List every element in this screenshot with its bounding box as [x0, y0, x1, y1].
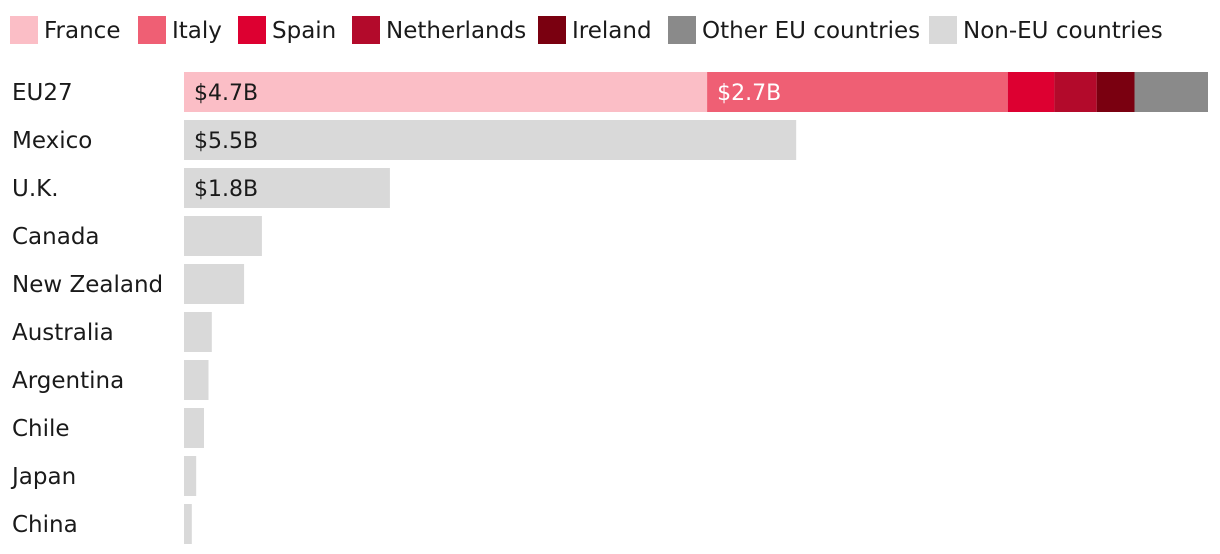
legend-label-italy: Italy: [172, 18, 222, 44]
legend-swatch-ireland: [538, 16, 566, 44]
legend-swatch-france: [10, 16, 38, 44]
bar-eu27-ireland: [1096, 72, 1135, 112]
bar-mexico-non-eu-countries: [184, 120, 797, 160]
legend-label-netherlands: Netherlands: [386, 18, 526, 44]
bar-u-k-non-eu-countries: [184, 168, 390, 208]
bar-australia-non-eu-countries: [184, 312, 212, 352]
data-label-eu27-italy: $2.7B: [717, 81, 781, 106]
bar-chile-non-eu-countries: [184, 408, 204, 448]
legend-label-france: France: [44, 18, 120, 44]
category-label-eu27: EU27: [12, 80, 73, 106]
legend-swatch-italy: [138, 16, 166, 44]
data-label-u-k-non-eu-countries: $1.8B: [194, 177, 258, 202]
bar-new-zealand-non-eu-countries: [184, 264, 245, 304]
bar-canada-non-eu-countries: [184, 216, 262, 256]
data-label-eu27-france: $4.7B: [194, 81, 258, 106]
category-label-japan: Japan: [10, 464, 76, 490]
bar-eu27-spain: [1007, 72, 1055, 112]
legend-label-ireland: Ireland: [572, 18, 652, 44]
category-labels: EU27 Mexico U.K. Canada New Zealand Australia…: [10, 80, 163, 538]
category-label-australia: Australia: [12, 320, 114, 346]
bar-china-non-eu-countries: [184, 504, 192, 544]
data-label-mexico-non-eu-countries: $5.5B: [194, 129, 258, 154]
category-label-argentina: Argentina: [12, 368, 124, 394]
legend-swatch-other-eu-countries: [668, 16, 696, 44]
legend-swatch-netherlands: [352, 16, 380, 44]
category-label-new-zealand: New Zealand: [12, 272, 163, 298]
legend-item-italy: Italy: [138, 16, 222, 44]
legend-label-spain: Spain: [272, 18, 336, 44]
data-labels: $4.7B $2.7B $5.5B $1.8B: [194, 81, 781, 202]
legend-item-france: France: [10, 16, 120, 44]
bars: [184, 72, 1208, 544]
category-label-canada: Canada: [12, 224, 100, 250]
category-label-china: China: [12, 512, 78, 538]
legend: France Italy Spain Netherlands Ireland Other …: [10, 16, 1163, 44]
category-label-mexico: Mexico: [12, 128, 92, 154]
bar-eu27-netherlands: [1054, 72, 1097, 112]
legend-label-other-eu-countries: Other EU countries: [702, 18, 920, 44]
legend-item-ireland: Ireland: [538, 16, 652, 44]
legend-swatch-spain: [238, 16, 266, 44]
legend-label-non-eu-countries: Non-EU countries: [963, 18, 1163, 44]
bar-argentina-non-eu-countries: [184, 360, 209, 400]
legend-item-non-eu-countries: Non-EU countries: [929, 16, 1163, 44]
category-label-u-k: U.K.: [12, 176, 59, 202]
legend-item-netherlands: Netherlands: [352, 16, 526, 44]
bar-eu27-france: [184, 72, 708, 112]
bar-eu27-other-eu-countries: [1134, 72, 1208, 112]
category-label-chile: Chile: [12, 416, 70, 442]
legend-swatch-non-eu-countries: [929, 16, 957, 44]
legend-item-spain: Spain: [238, 16, 336, 44]
legend-item-other-eu-countries: Other EU countries: [668, 16, 920, 44]
bar-eu27-italy: [707, 72, 1008, 112]
bar-japan-non-eu-countries: [184, 456, 197, 496]
